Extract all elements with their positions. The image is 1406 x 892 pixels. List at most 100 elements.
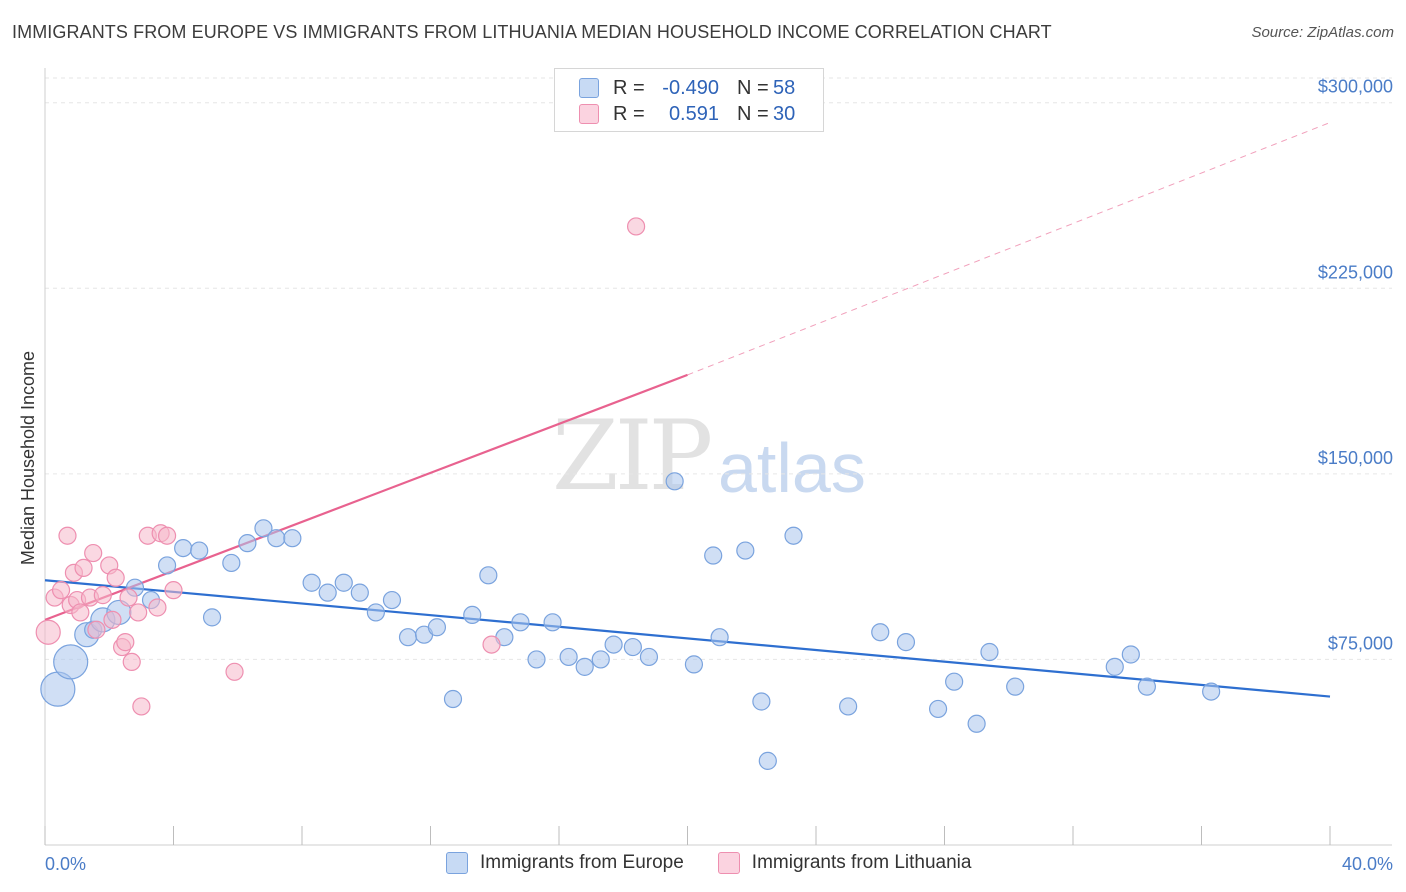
point-lithuania: [148, 598, 167, 617]
point-europe: [1202, 682, 1221, 701]
point-lithuania: [132, 697, 151, 716]
point-europe: [382, 590, 402, 610]
legend-r-value: -0.490: [662, 76, 719, 99]
point-europe: [283, 529, 302, 548]
point-europe: [427, 618, 447, 637]
point-lithuania: [482, 635, 501, 654]
series-swatch-lithuania: [717, 852, 740, 874]
point-europe: [758, 751, 777, 770]
series-legend-europe: Immigrants from Europe: [446, 852, 684, 874]
point-europe: [575, 657, 594, 676]
point-lithuania: [626, 217, 646, 236]
correlation-legend: R = -0.490 N = 58 R = 0.591 N = 30: [554, 68, 824, 132]
point-europe: [591, 650, 610, 669]
legend-row-europe: R = -0.490 N = 58: [579, 76, 795, 100]
legend-r-label: R =: [613, 102, 645, 125]
point-europe: [463, 605, 482, 625]
point-europe: [928, 699, 948, 719]
point-lithuania: [58, 526, 77, 545]
point-lithuania: [116, 633, 135, 652]
series-legend-lithuania: Immigrants from Lithuania: [717, 852, 972, 874]
y-tick-label: $75,000: [1328, 633, 1393, 653]
watermark-zip: ZIP: [552, 400, 713, 512]
legend-swatch-lithuania: [579, 104, 599, 124]
point-europe: [190, 541, 209, 560]
legend-n-label: N =: [737, 76, 769, 99]
point-europe: [479, 566, 498, 585]
point-europe: [639, 647, 659, 667]
point-lithuania: [51, 581, 71, 600]
series-label-europe: Immigrants from Europe: [480, 852, 684, 873]
point-europe: [267, 529, 286, 548]
legend-n-value: 30: [773, 102, 796, 125]
point-europe: [896, 633, 916, 652]
point-europe: [53, 644, 89, 680]
point-europe: [254, 519, 273, 538]
point-europe: [684, 655, 704, 674]
point-europe: [527, 650, 546, 669]
point-lithuania: [122, 652, 141, 672]
data-points: [35, 217, 1221, 770]
trend-lines: [44, 122, 1331, 698]
series-swatch-europe: [446, 852, 468, 874]
x-tick-label: 40.0%: [1342, 854, 1393, 874]
legend-n-value: 58: [773, 76, 796, 99]
point-europe: [980, 642, 999, 662]
point-europe: [1137, 677, 1156, 696]
point-lithuania: [119, 588, 138, 607]
y-tick-label: $225,000: [1318, 262, 1393, 282]
point-lithuania: [93, 586, 112, 605]
trendline-europe: [44, 579, 1331, 698]
point-lithuania: [129, 603, 148, 622]
legend-r-label: R =: [613, 76, 645, 99]
point-europe: [222, 553, 241, 573]
point-europe: [511, 613, 530, 632]
series-legend: Immigrants from Europe Immigrants from L…: [446, 852, 1005, 874]
chart-title: IMMIGRANTS FROM EUROPE VS IMMIGRANTS FRO…: [12, 22, 1052, 42]
legend-r-value: 0.591: [668, 102, 719, 125]
point-europe: [710, 628, 729, 647]
point-lithuania: [225, 662, 244, 681]
point-europe: [1121, 645, 1140, 664]
legend-swatch-europe: [579, 78, 599, 98]
watermark-atlas: atlas: [718, 429, 866, 507]
point-europe: [350, 583, 369, 602]
chart-source: Source: ZipAtlas.com: [1251, 24, 1394, 41]
point-europe: [366, 603, 385, 622]
point-europe: [398, 628, 418, 647]
point-europe: [967, 714, 986, 733]
y-tick-label: $150,000: [1318, 448, 1393, 468]
point-europe: [945, 672, 964, 691]
y-axis-label: Median Household Income: [18, 351, 38, 565]
point-lithuania: [87, 620, 106, 639]
point-lithuania: [157, 526, 177, 545]
point-europe: [543, 613, 562, 632]
trendline-lithuania-extension: [687, 122, 1331, 376]
point-lithuania: [35, 619, 61, 645]
point-europe: [623, 637, 642, 657]
point-lithuania: [71, 603, 90, 622]
point-lithuania: [164, 581, 183, 600]
series-label-lithuania: Immigrants from Lithuania: [751, 852, 972, 873]
point-europe: [736, 541, 755, 560]
point-europe: [443, 689, 463, 709]
point-europe: [559, 647, 578, 667]
point-europe: [704, 546, 723, 565]
point-europe: [784, 526, 803, 545]
x-tick-label: 0.0%: [45, 854, 86, 874]
point-europe: [318, 583, 337, 602]
point-lithuania: [84, 543, 103, 563]
point-europe: [334, 573, 353, 592]
point-europe: [839, 697, 858, 716]
point-europe: [604, 635, 623, 654]
grid-lines: [45, 77, 1392, 660]
point-europe: [752, 692, 771, 711]
point-europe: [238, 534, 257, 553]
point-europe: [202, 608, 222, 627]
axes: [44, 68, 1392, 846]
point-lithuania: [106, 568, 125, 587]
point-europe: [1006, 677, 1025, 696]
point-lithuania: [74, 558, 93, 577]
point-europe: [665, 472, 684, 491]
legend-row-lithuania: R = 0.591 N = 30: [579, 102, 795, 126]
